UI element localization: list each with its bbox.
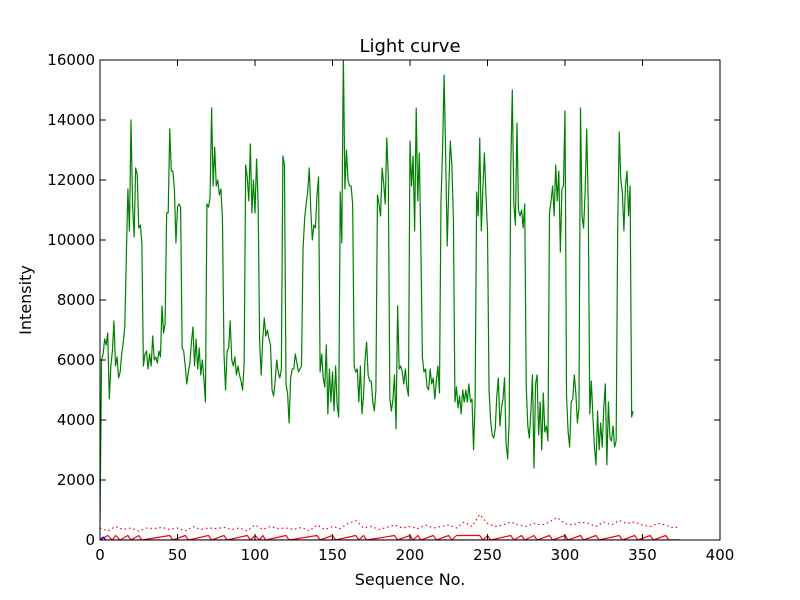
x-tick-label: 400 (706, 546, 735, 564)
x-axis-label: Sequence No. (355, 570, 466, 589)
y-tick-label: 10000 (47, 231, 95, 249)
y-tick-label: 4000 (57, 411, 95, 429)
series-line-2 (100, 534, 680, 540)
y-tick-label: 6000 (57, 351, 95, 369)
x-tick-label: 0 (95, 546, 105, 564)
y-axis: 0 2000 4000 6000 8000 10000 12000 14000 16000 (47, 51, 720, 549)
y-axis-label: Intensity (16, 265, 35, 335)
x-tick-label: 350 (628, 546, 657, 564)
y-tick-label: 16000 (47, 51, 95, 69)
chart-title: Light curve (359, 36, 460, 57)
series-line-0 (100, 60, 634, 523)
x-tick-label: 50 (168, 546, 187, 564)
series-line-3 (100, 536, 680, 540)
x-tick-label: 100 (241, 546, 270, 564)
y-tick-label: 0 (85, 531, 95, 549)
series-layer (100, 60, 680, 540)
x-axis: 0 50 100 150 200 250 300 350 400 (95, 60, 734, 564)
x-tick-label: 250 (473, 546, 502, 564)
x-tick-label: 150 (318, 546, 347, 564)
y-tick-label: 8000 (57, 291, 95, 309)
x-tick-label: 300 (551, 546, 580, 564)
series-line-1 (100, 513, 680, 532)
y-tick-label: 12000 (47, 171, 95, 189)
x-tick-label: 200 (396, 546, 425, 564)
y-tick-label: 14000 (47, 111, 95, 129)
y-tick-label: 2000 (57, 471, 95, 489)
